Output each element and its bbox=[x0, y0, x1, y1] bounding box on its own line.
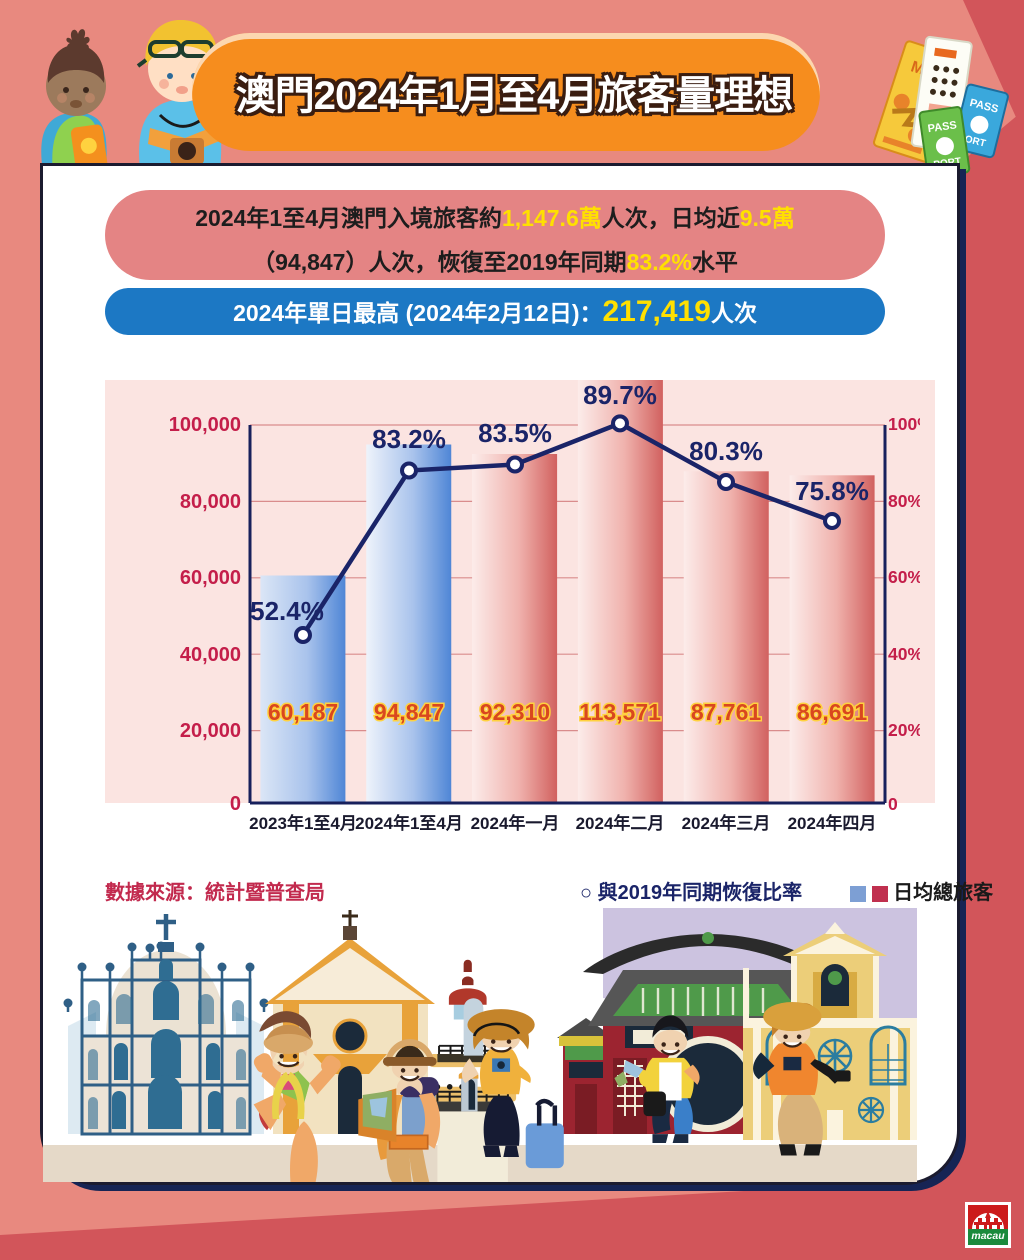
svg-text:0: 0 bbox=[888, 794, 898, 814]
svg-text:60,187: 60,187 bbox=[268, 699, 338, 725]
svg-text:83.2%: 83.2% bbox=[372, 424, 446, 454]
svg-text:2023年1至4月: 2023年1至4月 bbox=[249, 813, 357, 833]
svg-text:86,691: 86,691 bbox=[797, 699, 868, 725]
svg-text:80,000: 80,000 bbox=[180, 491, 241, 513]
svg-text:92,310: 92,310 bbox=[480, 699, 550, 725]
svg-text:macau: macau bbox=[971, 1230, 1005, 1242]
svg-text:0: 0 bbox=[230, 793, 241, 815]
svg-text:40,000: 40,000 bbox=[180, 644, 241, 666]
svg-text:2024年一月: 2024年一月 bbox=[471, 813, 560, 833]
svg-text:20,000: 20,000 bbox=[180, 720, 241, 742]
svg-text:2024年四月: 2024年四月 bbox=[788, 813, 877, 833]
svg-text:100,000: 100,000 bbox=[169, 414, 241, 436]
svg-text:60,000: 60,000 bbox=[180, 567, 241, 589]
svg-text:80%: 80% bbox=[888, 491, 920, 511]
svg-text:100%: 100% bbox=[888, 414, 920, 434]
svg-text:52.4%: 52.4% bbox=[250, 596, 324, 626]
svg-text:80.3%: 80.3% bbox=[689, 436, 763, 466]
svg-text:2024年1至4月: 2024年1至4月 bbox=[355, 813, 463, 833]
svg-text:75.8%: 75.8% bbox=[795, 476, 869, 506]
svg-text:87,761: 87,761 bbox=[691, 699, 762, 725]
svg-text:2024年三月: 2024年三月 bbox=[682, 813, 771, 833]
svg-text:89.7%: 89.7% bbox=[583, 380, 657, 410]
svg-text:20%: 20% bbox=[888, 720, 920, 740]
svg-text:83.5%: 83.5% bbox=[478, 418, 552, 448]
svg-text:60%: 60% bbox=[888, 567, 920, 587]
svg-text:2024年二月: 2024年二月 bbox=[576, 813, 665, 833]
svg-text:94,847: 94,847 bbox=[374, 699, 444, 725]
svg-text:113,571: 113,571 bbox=[579, 699, 661, 725]
svg-text:40%: 40% bbox=[888, 644, 920, 664]
